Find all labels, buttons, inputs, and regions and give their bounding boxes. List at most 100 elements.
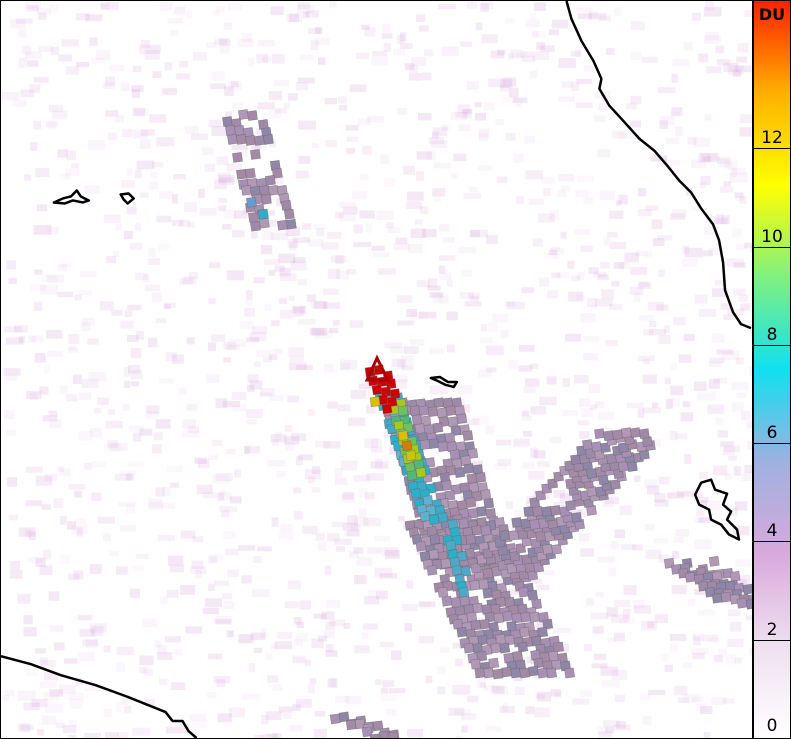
retrieval-pixel [588,10,598,19]
retrieval-pixel [42,549,51,560]
retrieval-pixel [706,66,722,74]
retrieval-pixel [296,364,313,370]
retrieval-pixel [254,361,261,368]
retrieval-pixel [453,709,472,715]
retrieval-pixel [418,311,437,319]
plume-cell [456,626,468,638]
retrieval-pixel [620,544,636,550]
retrieval-pixel [446,311,458,321]
colorbar-tick [754,148,790,150]
retrieval-pixel [358,508,367,518]
retrieval-pixel [549,210,559,220]
plume-cell [410,488,422,499]
retrieval-pixel [182,419,196,429]
retrieval-pixel [108,551,119,557]
plume-cell [247,110,258,121]
retrieval-pixel [676,490,694,497]
colorbar-tick [754,344,790,346]
retrieval-pixel [562,378,571,388]
retrieval-pixel [233,210,248,219]
retrieval-pixel [58,54,72,62]
retrieval-pixel [67,521,77,530]
retrieval-pixel [328,1,337,8]
retrieval-pixel [19,724,34,731]
plume-cell [469,579,481,591]
retrieval-pixel [359,210,375,219]
retrieval-pixel [609,210,624,219]
retrieval-pixel [532,51,550,61]
retrieval-pixel [371,56,388,66]
retrieval-pixel [147,258,160,265]
retrieval-pixel [683,334,695,341]
retrieval-pixel [259,733,273,738]
plume-cell [460,565,472,577]
plume-cell [470,658,482,670]
retrieval-pixel [645,549,662,559]
retrieval-pixel [626,402,644,409]
retrieval-pixel [39,386,49,395]
retrieval-pixel [727,638,744,647]
retrieval-pixel [163,303,171,309]
plume-cell [480,524,492,536]
retrieval-pixel [536,569,555,576]
retrieval-pixel [696,507,705,517]
plume-cell [378,730,390,738]
retrieval-pixel [214,38,228,45]
retrieval-pixel [45,120,58,128]
retrieval-pixel [225,548,239,556]
island-4 [693,478,741,541]
plume-cell [542,543,554,555]
retrieval-pixel [716,349,734,355]
retrieval-pixel [283,102,291,109]
retrieval-pixel [495,119,505,126]
retrieval-pixel [637,408,645,418]
retrieval-pixel [593,115,606,123]
retrieval-pixel [640,620,657,631]
retrieval-pixel [212,474,230,484]
retrieval-pixel [202,607,219,615]
plume-cell [482,567,494,579]
retrieval-pixel [364,27,376,37]
retrieval-pixel [529,447,538,458]
retrieval-pixel [155,318,167,324]
colorbar: DU 0 2 4 6 8 10 12 [753,0,791,739]
retrieval-pixel [576,295,586,300]
retrieval-pixel [374,679,382,686]
plume-cell [414,423,426,435]
retrieval-pixel [692,492,704,498]
plume-cell [245,135,256,146]
retrieval-pixel [737,42,749,53]
retrieval-pixel [358,487,368,498]
retrieval-pixel [85,14,104,21]
coastline-southwest [1,655,198,738]
retrieval-pixel [464,462,483,469]
retrieval-pixel [610,614,629,623]
retrieval-pixel [165,726,183,734]
retrieval-pixel [214,619,232,625]
retrieval-pixel [18,336,26,344]
retrieval-pixel [526,578,543,585]
retrieval-pixel [321,611,335,620]
plume-cell [402,422,414,434]
retrieval-pixel [251,326,268,334]
retrieval-pixel [310,302,327,309]
retrieval-pixel [41,504,51,510]
retrieval-pixel [414,219,423,225]
retrieval-pixel [546,376,557,385]
plume-cell [483,667,495,679]
retrieval-pixel [150,172,158,179]
retrieval-pixel [128,425,145,432]
retrieval-pixel [335,695,350,703]
retrieval-pixel [439,646,450,653]
plume-cell [720,591,732,603]
retrieval-pixel [25,529,32,538]
retrieval-pixel [223,531,236,540]
retrieval-pixel [416,280,430,288]
retrieval-pixel [502,588,521,595]
retrieval-pixel [408,243,424,254]
retrieval-pixel [339,213,356,222]
retrieval-pixel [716,214,724,224]
retrieval-pixel [120,82,130,92]
retrieval-pixel [260,628,268,639]
retrieval-pixel [288,13,300,23]
